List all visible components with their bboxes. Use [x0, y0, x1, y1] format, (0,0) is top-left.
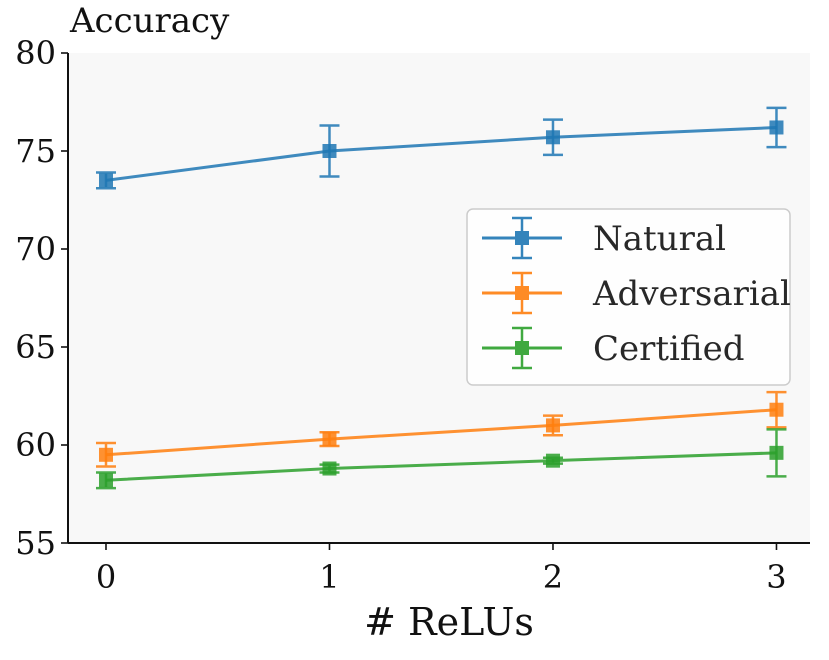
data-point	[98, 447, 113, 462]
data-point	[322, 432, 337, 447]
y-tick-label: 60	[15, 426, 56, 464]
data-point	[769, 120, 784, 135]
series-line	[105, 125, 777, 182]
y-tick-label: 80	[15, 34, 56, 72]
data-point	[322, 144, 337, 158]
legend: Natural Adversarial Certified	[466, 208, 791, 386]
x-tick-label: 0	[96, 558, 116, 596]
data-point	[545, 418, 560, 433]
legend-label: Adversarial	[592, 274, 791, 314]
series-adversarial	[95, 390, 787, 468]
data-point	[98, 173, 113, 188]
legend-item-natural: Natural	[482, 216, 726, 260]
data-point	[769, 445, 784, 460]
legend-item-adversarial: Adversarial	[482, 271, 791, 315]
y-tick-label: 55	[15, 524, 56, 562]
data-point	[98, 473, 113, 488]
series-natural	[95, 106, 787, 190]
series-line	[105, 408, 777, 457]
legend-box	[466, 208, 791, 386]
y-tick-label: 70	[15, 230, 56, 268]
data-point	[769, 402, 784, 417]
x-tick-label: 3	[766, 558, 786, 596]
data-point	[545, 130, 560, 145]
legend-item-certified: Certified	[482, 326, 745, 370]
x-tick-label: 2	[543, 558, 563, 596]
legend-label: Certified	[593, 329, 745, 369]
y-axis-title: Accuracy	[69, 1, 230, 41]
data-point	[545, 453, 560, 468]
series-certified	[95, 428, 787, 490]
series-line	[105, 451, 777, 482]
x-tick-label: 1	[319, 558, 339, 596]
series-layer	[95, 106, 787, 490]
data-point	[322, 461, 337, 476]
x-axis-title: # ReLUs	[364, 600, 534, 644]
axes: 55 60 65 70 75 80 0 1 2 3	[15, 34, 810, 596]
y-tick-label: 65	[15, 328, 56, 366]
legend-label: Natural	[593, 219, 726, 259]
y-tick-label: 75	[15, 132, 56, 170]
